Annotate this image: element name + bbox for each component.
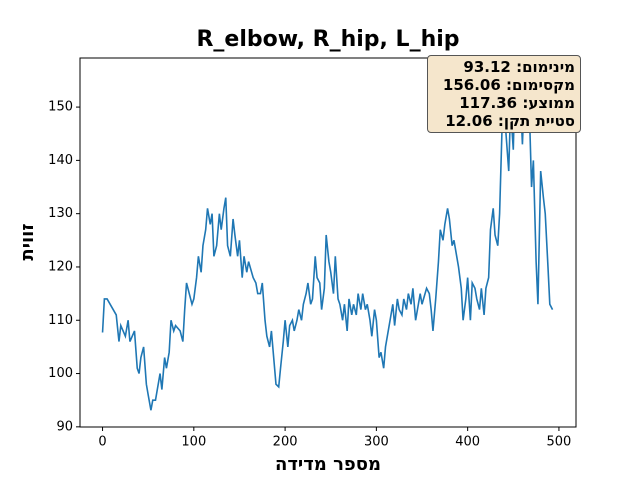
y-tick-label: 120	[48, 259, 73, 274]
stat-line: סטיית תקן: 12.06	[445, 112, 575, 130]
y-tick-label: 130	[48, 206, 73, 221]
x-tick-label: 0	[98, 435, 106, 450]
y-tick-label: 150	[48, 100, 73, 115]
plot-frame	[79, 57, 577, 428]
y-tick-label: 100	[48, 366, 73, 381]
x-tick-label: 300	[364, 435, 389, 450]
x-tick-label: 200	[273, 435, 298, 450]
stat-line: ממוצע: 117.36	[459, 94, 575, 112]
stats-box: מינימום: 93.12 מקסימום: 156.06 ממוצע: 117.…	[427, 55, 581, 133]
x-axis-label: מספר מדידה	[275, 454, 381, 475]
y-tick-label: 140	[48, 153, 73, 168]
y-tick-label: 110	[48, 313, 73, 328]
chart-title: R_elbow, R_hip, L_hip	[196, 27, 459, 52]
y-axis-label: זווית	[17, 223, 38, 260]
x-tick-label: 400	[455, 435, 480, 450]
stat-line: מקסימום: 156.06	[442, 76, 575, 94]
x-tick-label: 100	[181, 435, 206, 450]
x-tick-label: 500	[547, 435, 572, 450]
y-tick-label: 90	[56, 419, 73, 434]
stat-line: מינימום: 93.12	[463, 58, 575, 76]
data-line	[101, 74, 554, 411]
